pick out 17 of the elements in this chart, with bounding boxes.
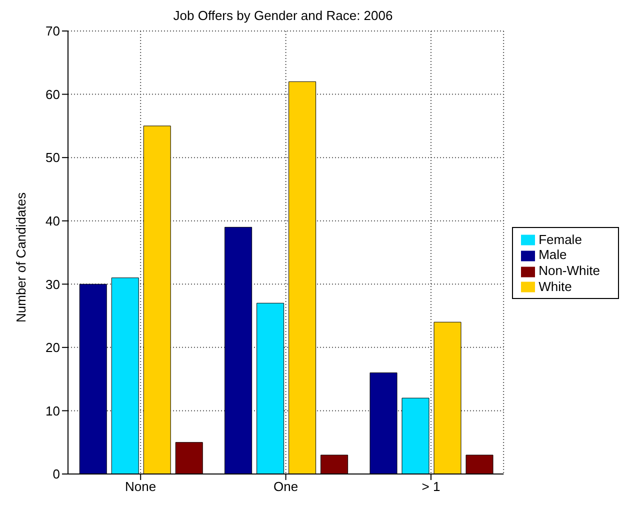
x-tick-label: None (125, 479, 156, 494)
y-tick-label: 20 (46, 340, 60, 356)
x-tick-label: > 1 (422, 479, 440, 494)
y-tick-label: 40 (46, 213, 60, 228)
x-tick-label: One (274, 479, 298, 494)
y-tick-label: 60 (46, 86, 60, 102)
y-tick-label: 0 (52, 466, 60, 482)
legend-label: White (538, 278, 572, 294)
y-tick-label: 10 (46, 403, 60, 418)
y-axis-title: Number of Candidates (14, 192, 29, 322)
chart-title: Job Offers by Gender and Race: 2006 (172, 8, 394, 23)
legend-label: Non-White (538, 263, 600, 278)
legend-label: Female (538, 232, 582, 247)
y-tick-label: 50 (46, 150, 60, 166)
legend-label: Male (538, 247, 567, 262)
y-tick-label: 70 (46, 24, 60, 39)
y-tick-label: 30 (46, 276, 60, 292)
